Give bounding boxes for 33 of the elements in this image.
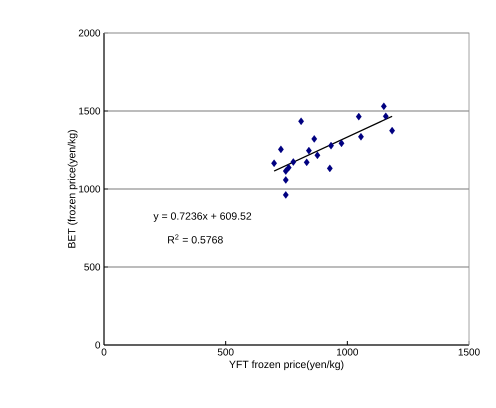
point	[306, 146, 312, 154]
point	[356, 112, 362, 120]
point	[282, 176, 289, 184]
point	[271, 159, 277, 168]
point	[382, 112, 389, 120]
point	[282, 191, 289, 199]
point	[338, 139, 344, 148]
x-axis-title: YFT frozen price(yen/kg)	[229, 360, 344, 370]
point	[358, 132, 364, 141]
y-tick-label: 2000	[78, 29, 100, 37]
x-tick-label: 500	[218, 348, 234, 356]
point	[380, 102, 387, 110]
point	[314, 152, 320, 160]
annotation: R$^{2}$ = 0.5768	[168, 234, 223, 244]
point	[326, 164, 333, 172]
point	[282, 167, 289, 175]
y-tick-label: 1000	[79, 185, 100, 193]
point	[311, 135, 318, 143]
x-tick-label: 1500	[458, 348, 480, 356]
point	[328, 142, 334, 150]
y-tick-label: 500	[84, 263, 100, 271]
annotation: y = 0.7236x + 609.52	[153, 212, 252, 222]
x-tick-label: 1000	[337, 348, 358, 356]
x-tick-label: 0	[102, 348, 106, 356]
point	[278, 146, 284, 154]
point	[298, 117, 304, 126]
y-tick-label: 0	[95, 341, 100, 349]
point	[290, 158, 296, 166]
point	[389, 126, 396, 134]
y-axis-title: BET (frozen price(yen/kg)	[68, 130, 78, 248]
point	[286, 164, 292, 172]
y-tick-label: 1500	[79, 107, 100, 115]
point	[304, 158, 310, 166]
